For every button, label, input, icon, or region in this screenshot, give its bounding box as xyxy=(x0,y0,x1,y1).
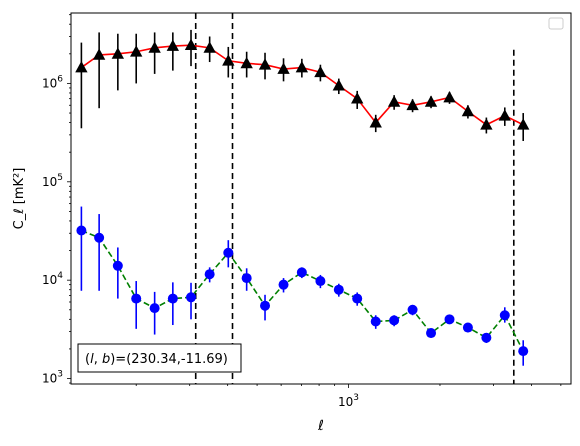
data-point-marker xyxy=(481,332,492,343)
x-tick-base: 10 xyxy=(338,395,353,409)
data-point-marker xyxy=(131,293,142,304)
annotation-suffix: )=(230.34,-11.69) xyxy=(110,352,228,367)
data-point-marker xyxy=(76,225,87,236)
y-tick-exponent: 6 xyxy=(57,74,63,84)
data-point-marker xyxy=(277,62,290,74)
y-tick-base: 10 xyxy=(42,372,57,386)
data-point-marker xyxy=(369,116,382,128)
data-point-marker xyxy=(258,58,272,70)
data-point-marker xyxy=(407,304,418,315)
data-point-marker xyxy=(461,104,475,117)
data-point-marker xyxy=(426,328,437,339)
data-point-marker xyxy=(167,293,178,304)
legend xyxy=(548,17,564,30)
data-point-marker xyxy=(111,47,125,59)
y-tick-label: 104 xyxy=(42,271,63,287)
data-point-marker xyxy=(149,303,160,314)
annotation-text: (l, b)=(230.34,-11.69) xyxy=(85,352,228,367)
data-point-marker xyxy=(462,322,473,333)
data-point-marker xyxy=(517,118,530,130)
annotation-l: l xyxy=(90,352,94,367)
data-point-marker xyxy=(333,284,344,295)
annotation-sep: , xyxy=(94,352,102,367)
annotation-box: (l, b)=(230.34,-11.69) xyxy=(77,343,242,373)
legend-frame xyxy=(548,17,564,30)
data-point-marker xyxy=(130,45,143,57)
data-point-marker xyxy=(94,232,105,243)
data-point-marker xyxy=(148,41,161,53)
series-0 xyxy=(75,29,530,141)
data-point-marker xyxy=(75,61,88,73)
data-point-marker xyxy=(314,65,327,78)
data-point-marker xyxy=(406,98,419,111)
data-point-marker xyxy=(498,109,511,121)
data-point-marker xyxy=(387,95,401,107)
data-point-marker xyxy=(186,292,197,303)
data-point-marker xyxy=(444,314,455,325)
y-tick-exponent: 4 xyxy=(57,271,63,281)
y-tick-label: 103 xyxy=(42,370,63,386)
y-tick-base: 10 xyxy=(42,175,57,189)
series-1 xyxy=(76,206,529,366)
data-point-marker xyxy=(184,38,198,51)
plot-frame xyxy=(70,12,572,385)
data-point-marker xyxy=(240,56,253,69)
data-point-marker xyxy=(480,118,493,130)
data-point-marker xyxy=(315,276,326,287)
data-point-marker xyxy=(518,346,529,357)
data-point-marker xyxy=(424,95,438,107)
y-tick-exponent: 3 xyxy=(57,370,63,380)
data-point-marker xyxy=(241,273,252,284)
annotation-b: b xyxy=(102,352,110,367)
data-point-marker xyxy=(295,61,309,73)
y-tick-base: 10 xyxy=(42,76,57,90)
y-tick-base: 10 xyxy=(42,273,57,287)
data-point-marker xyxy=(222,54,235,66)
y-tick-exponent: 5 xyxy=(57,173,63,183)
data-point-marker xyxy=(332,79,345,91)
vertical-lines xyxy=(194,13,515,384)
data-point-marker xyxy=(223,247,234,258)
data-point-marker xyxy=(499,310,510,321)
data-point-marker xyxy=(370,316,381,327)
annotation-frame xyxy=(77,343,242,373)
y-tick-label: 106 xyxy=(42,74,63,90)
x-tick-exponent: 3 xyxy=(353,393,359,403)
data-point-marker xyxy=(204,269,215,280)
data-point-marker xyxy=(166,39,180,51)
y-axis-label: C_ℓ [mK²] xyxy=(12,168,27,230)
data-point-marker xyxy=(351,92,364,104)
x-axis-label: ℓ xyxy=(317,418,324,434)
data-point-marker xyxy=(352,293,363,304)
data-point-marker xyxy=(92,48,106,60)
data-point-marker xyxy=(203,41,216,53)
data-point-marker xyxy=(389,315,400,326)
data-point-marker xyxy=(260,300,271,311)
data-point-marker xyxy=(112,260,123,271)
annotation-prefix: ( xyxy=(85,352,90,367)
data-point-marker xyxy=(443,90,456,103)
data-series xyxy=(75,29,530,366)
axis-labels: ℓ C_ℓ [mK²] xyxy=(12,168,324,434)
y-axis-label-text: C_ℓ [mK²] xyxy=(12,168,27,230)
data-point-marker xyxy=(278,279,289,290)
y-tick-label: 105 xyxy=(42,173,63,189)
data-point-marker xyxy=(296,267,307,278)
x-tick-label: 103 xyxy=(338,393,359,409)
